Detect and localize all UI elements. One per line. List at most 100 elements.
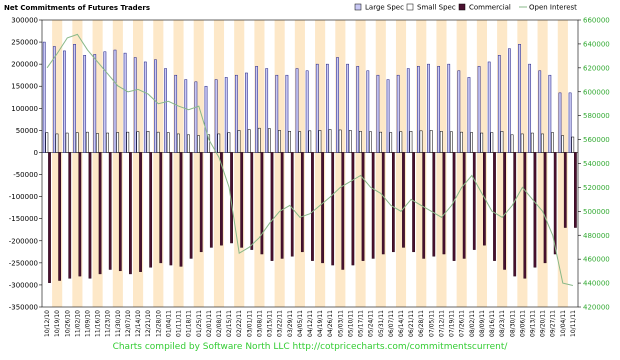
bar xyxy=(245,72,248,153)
stripe xyxy=(274,20,285,307)
y-tick-label: 200000 xyxy=(11,61,38,69)
legend-swatch xyxy=(458,3,466,11)
bar xyxy=(386,79,390,153)
y-tick-label: 100000 xyxy=(11,105,38,113)
bar xyxy=(204,85,208,153)
x-tick-label: 12/28/10 xyxy=(155,310,162,337)
bar xyxy=(417,66,420,153)
stripe xyxy=(517,20,528,307)
legend-label: Commercial xyxy=(469,4,511,12)
y-tick-label: -250000 xyxy=(9,259,38,267)
stripe xyxy=(537,20,548,307)
bar xyxy=(574,152,577,228)
bar xyxy=(389,132,393,153)
bar xyxy=(429,130,433,153)
bar xyxy=(396,74,400,153)
bar xyxy=(381,152,385,255)
bar xyxy=(240,152,244,248)
x-tick-label: 01/25/11 xyxy=(196,310,203,337)
y-tick-label: -50000 xyxy=(13,171,38,179)
bar xyxy=(260,152,264,255)
bar xyxy=(530,132,534,153)
bar xyxy=(98,152,102,275)
y-tick-label: 300000 xyxy=(11,17,38,25)
y2-tick-label: 440000 xyxy=(583,280,610,288)
y2-tick-label: 420000 xyxy=(583,304,610,312)
bar xyxy=(328,129,332,153)
bar xyxy=(553,152,557,255)
bar xyxy=(341,152,345,270)
bar xyxy=(250,152,254,250)
y-tick-label: 150000 xyxy=(11,83,38,91)
x-tick-label: 12/14/10 xyxy=(135,310,142,337)
x-tick-label: 09/06/11 xyxy=(519,310,526,337)
bar xyxy=(214,79,218,153)
y-tick-label: -300000 xyxy=(9,281,38,289)
y2-tick-label: 580000 xyxy=(583,112,610,120)
stripe xyxy=(234,20,245,307)
bar xyxy=(275,74,279,153)
bar xyxy=(199,152,203,253)
bar xyxy=(164,68,167,153)
bar xyxy=(450,131,453,153)
y2-tick-label: 480000 xyxy=(583,232,610,240)
bar xyxy=(409,131,413,153)
bar xyxy=(295,68,299,153)
y-tick-label: 0 xyxy=(34,149,38,157)
bar xyxy=(422,152,426,259)
stripe xyxy=(456,20,467,307)
bar xyxy=(315,63,319,153)
legend-label: Small Spec xyxy=(417,4,456,12)
bar xyxy=(133,57,137,153)
bar xyxy=(176,133,180,153)
bar xyxy=(224,77,228,153)
x-tick-label: 06/14/11 xyxy=(398,310,405,337)
bar xyxy=(376,74,380,153)
x-tick-label: 09/13/11 xyxy=(529,310,536,337)
bar xyxy=(462,152,466,259)
bar xyxy=(45,132,49,153)
bar xyxy=(402,152,405,248)
bar xyxy=(351,152,355,266)
x-tick-label: 05/10/11 xyxy=(347,310,354,337)
bar xyxy=(399,131,403,153)
bar xyxy=(83,55,87,153)
stripe xyxy=(72,20,83,307)
bar xyxy=(159,152,163,264)
bar xyxy=(285,74,289,153)
stripe xyxy=(497,20,508,307)
stripe xyxy=(112,20,123,307)
bar xyxy=(369,131,372,153)
bar xyxy=(278,130,281,153)
x-tick-label: 04/19/11 xyxy=(317,310,324,337)
bar xyxy=(439,131,443,153)
x-tick-label: 09/27/11 xyxy=(550,310,557,337)
x-tick-label: 08/23/11 xyxy=(499,310,506,337)
bar xyxy=(543,152,547,264)
bar xyxy=(123,52,127,153)
x-tick-label: 07/05/11 xyxy=(428,310,435,337)
bar xyxy=(346,63,349,153)
bar xyxy=(48,152,51,283)
bar xyxy=(427,63,430,153)
y-tick-label: -350000 xyxy=(9,304,38,312)
bar xyxy=(149,152,153,268)
stripe xyxy=(436,20,447,307)
x-tick-label: 02/01/11 xyxy=(206,310,213,337)
bar xyxy=(497,55,501,153)
bar xyxy=(194,81,198,153)
x-tick-label: 05/31/11 xyxy=(378,310,385,337)
bar xyxy=(356,66,360,153)
bar xyxy=(174,74,178,153)
bar xyxy=(533,152,537,268)
bar xyxy=(267,128,271,153)
x-tick-label: 05/03/11 xyxy=(337,310,344,337)
bar xyxy=(217,133,221,153)
bar xyxy=(348,130,352,153)
bar xyxy=(561,135,565,153)
bar xyxy=(503,152,506,270)
y2-tick-label: 600000 xyxy=(583,88,610,96)
bar xyxy=(96,133,99,153)
bar xyxy=(548,74,552,153)
bar xyxy=(265,68,269,153)
